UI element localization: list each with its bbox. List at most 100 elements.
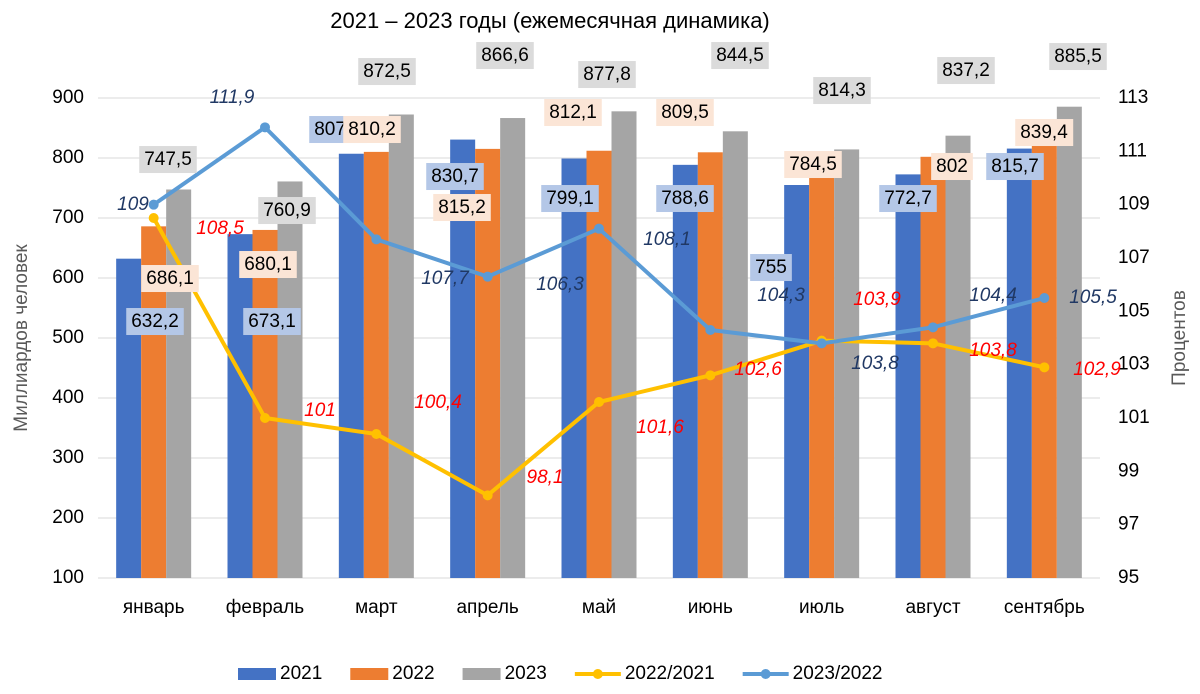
data-label: 102,6 bbox=[734, 359, 782, 380]
bar bbox=[166, 189, 192, 578]
data-label: 784,5 bbox=[789, 154, 837, 175]
y2-tick-label: 111 bbox=[1118, 140, 1147, 161]
marker bbox=[148, 199, 159, 210]
data-label: 101 bbox=[304, 400, 336, 421]
legend-label: 2023/2022 bbox=[793, 663, 883, 684]
data-label-box bbox=[544, 99, 602, 127]
marker bbox=[594, 397, 604, 407]
data-label-box bbox=[750, 254, 792, 282]
y2-tick-label: 97 bbox=[1118, 514, 1139, 535]
data-label-box bbox=[141, 265, 199, 293]
data-label: 802 bbox=[936, 156, 968, 177]
data-label-box bbox=[433, 194, 491, 222]
data-label: 109 bbox=[117, 194, 149, 215]
bar bbox=[697, 152, 723, 579]
data-label: 812,1 bbox=[549, 102, 597, 123]
bar bbox=[611, 111, 637, 578]
y2-tick-label: 101 bbox=[1118, 407, 1150, 428]
x-tick-label: июль bbox=[799, 597, 845, 618]
marker bbox=[148, 213, 159, 223]
bar bbox=[945, 135, 971, 578]
bar bbox=[277, 181, 303, 578]
marker bbox=[928, 322, 938, 333]
legend-label: 2021 bbox=[280, 663, 322, 684]
bar bbox=[784, 185, 810, 578]
data-label: 885,5 bbox=[1054, 46, 1102, 67]
y-tick-label: 600 bbox=[52, 267, 84, 288]
data-label: 104,3 bbox=[757, 285, 805, 306]
data-label: 107,7 bbox=[421, 268, 470, 289]
data-label: 815,2 bbox=[438, 197, 486, 218]
data-label-box bbox=[476, 42, 534, 70]
data-label-box bbox=[813, 77, 871, 105]
marker bbox=[260, 122, 270, 133]
marker bbox=[705, 370, 716, 381]
x-tick-label: август bbox=[905, 597, 960, 618]
y-tick-label: 100 bbox=[52, 567, 84, 588]
marker bbox=[482, 271, 493, 282]
data-label-box bbox=[343, 116, 401, 144]
data-label-box bbox=[784, 151, 842, 179]
data-label-box bbox=[541, 185, 599, 213]
data-label: 98,1 bbox=[527, 467, 564, 488]
bar bbox=[388, 114, 414, 578]
legend-swatch bbox=[238, 668, 276, 680]
x-tick-label: апрель bbox=[456, 597, 518, 618]
data-label-box bbox=[1049, 43, 1107, 71]
legend-label: 2022 bbox=[392, 663, 434, 684]
y-tick-label: 500 bbox=[52, 327, 84, 348]
bar bbox=[834, 149, 860, 579]
data-label: 632,2 bbox=[131, 311, 179, 332]
y2-tick-label: 103 bbox=[1118, 354, 1150, 375]
data-label: 866,6 bbox=[481, 45, 529, 66]
x-tick-label: март bbox=[355, 597, 398, 618]
legend-label: 2023 bbox=[505, 663, 547, 684]
data-label-box bbox=[243, 308, 301, 336]
data-label: 101,6 bbox=[636, 417, 684, 438]
x-tick-label: сентябрь bbox=[1004, 597, 1085, 618]
marker bbox=[1039, 362, 1050, 373]
legend-label: 2022/2021 bbox=[625, 663, 715, 684]
data-label: 747,5 bbox=[144, 149, 192, 170]
data-label: 686,1 bbox=[146, 268, 194, 289]
data-label: 103,8 bbox=[969, 340, 1017, 361]
data-label: 814,3 bbox=[818, 80, 866, 101]
y2-tick-label: 99 bbox=[1118, 460, 1139, 481]
data-label-box bbox=[986, 153, 1044, 181]
y-tick-label: 300 bbox=[52, 447, 84, 468]
bar bbox=[722, 131, 748, 579]
legend-swatch bbox=[760, 669, 771, 679]
data-label: 111,9 bbox=[210, 87, 255, 108]
bar bbox=[586, 150, 612, 579]
marker bbox=[260, 413, 270, 423]
data-label-box bbox=[139, 146, 197, 174]
bar bbox=[1056, 106, 1082, 578]
y-tick-label: 700 bbox=[52, 207, 84, 228]
data-label: 772,7 bbox=[884, 188, 932, 209]
y-axis-title: Миллиардов человек bbox=[11, 244, 32, 432]
data-label: 680,1 bbox=[244, 254, 292, 275]
data-label: 755 bbox=[755, 257, 787, 278]
y2-tick-label: 107 bbox=[1118, 247, 1150, 268]
data-label-box bbox=[711, 42, 769, 70]
data-label: 103,9 bbox=[853, 289, 901, 310]
data-label: 809,5 bbox=[661, 102, 709, 123]
data-label-box bbox=[239, 251, 297, 279]
data-label-box bbox=[879, 185, 937, 213]
marker bbox=[482, 490, 493, 501]
data-label-box bbox=[937, 57, 995, 85]
y-tick-label: 200 bbox=[52, 507, 84, 528]
chart-title: 2021 – 2023 годы (ежемесячная динамика) bbox=[330, 8, 770, 33]
y-tick-label: 400 bbox=[52, 387, 84, 408]
x-tick-label: май bbox=[582, 597, 616, 618]
y2-tick-label: 109 bbox=[1118, 194, 1150, 215]
data-label: 837,2 bbox=[942, 60, 990, 81]
data-label-box bbox=[258, 197, 316, 225]
x-tick-label: февраль bbox=[226, 597, 305, 618]
bar bbox=[920, 156, 946, 579]
bar bbox=[227, 234, 253, 578]
data-label-box bbox=[931, 153, 973, 181]
data-label: 108,1 bbox=[643, 229, 691, 250]
data-label-box bbox=[426, 163, 484, 191]
